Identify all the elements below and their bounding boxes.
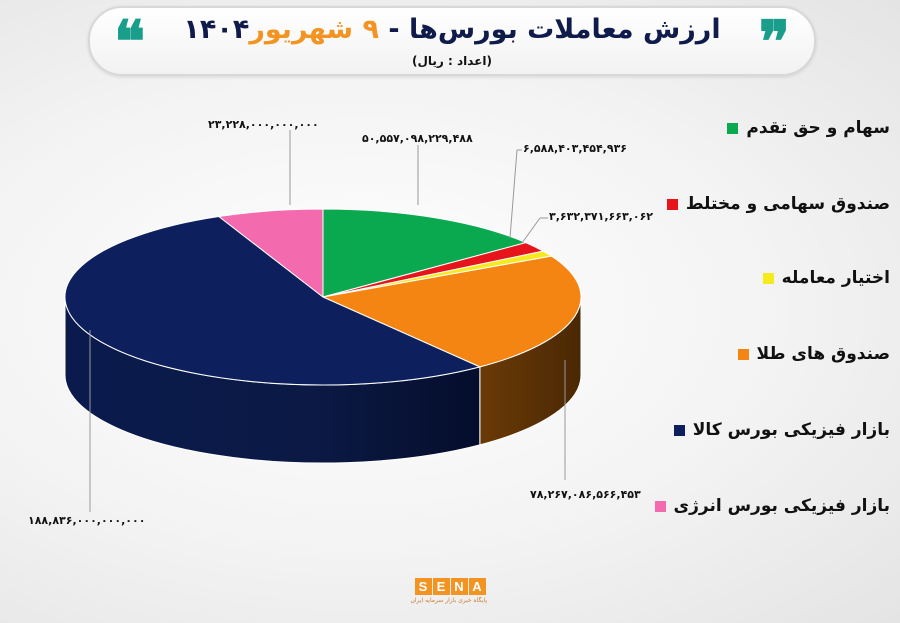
- data-label-options: ۳,۶۳۲,۳۷۱,۶۶۳,۰۶۲: [549, 210, 653, 223]
- legend-swatch-green-icon: [727, 122, 739, 134]
- data-label-equity-funds: ۶,۵۸۸,۴۰۳,۴۵۴,۹۳۶: [523, 142, 627, 155]
- legend-label: بازار فیزیکی بورس انرژی: [673, 496, 890, 516]
- sena-logo: S E N A پایگاه خبری بازار سرمایه ایران: [410, 578, 487, 604]
- pie-slice: [217, 208, 324, 299]
- data-label-commodity: ۱۸۸,۸۳۶,۰۰۰,۰۰۰,۰۰۰: [28, 514, 146, 527]
- legend-swatch-pink-icon: [654, 500, 666, 512]
- legend-label: سهام و حق تقدم: [746, 118, 890, 138]
- quote-open-icon: ❞: [758, 8, 790, 76]
- logo-letter: E: [432, 578, 450, 595]
- legend-label: صندوق های طلا: [756, 344, 890, 364]
- legend-swatch-orange-icon: [737, 348, 749, 360]
- quote-close-icon: ❝: [114, 8, 146, 76]
- legend-swatch-yellow-icon: [762, 272, 774, 284]
- legend-label: صندوق سهامی و مختلط: [685, 194, 890, 214]
- title-main: ارزش معاملات بورس‌ها -: [379, 14, 721, 45]
- pie-slice: [322, 208, 528, 298]
- data-label-gold-funds: ۷۸,۲۶۷,۰۸۶,۵۶۶,۴۵۳: [530, 488, 641, 501]
- data-label-stocks: ۵۰,۵۵۷,۰۹۸,۲۲۹,۴۸۸: [362, 132, 473, 145]
- legend-item-options: اختیار معامله: [762, 268, 890, 288]
- logo-letter: S: [414, 578, 432, 595]
- leader-lines: [89, 130, 566, 512]
- title-year: ۱۴۰۴: [183, 14, 250, 45]
- legend-item-equity-funds: صندوق سهامی و مختلط: [666, 194, 890, 214]
- legend-item-stocks: سهام و حق تقدم: [727, 118, 890, 138]
- logo-letter: A: [468, 578, 486, 595]
- data-label-energy: ۲۳,۲۲۸,۰۰۰,۰۰۰,۰۰۰: [208, 118, 319, 131]
- legend-item-gold-funds: صندوق های طلا: [737, 344, 890, 364]
- legend-swatch-red-icon: [666, 198, 678, 210]
- legend-swatch-navy-icon: [673, 424, 685, 436]
- legend-item-commodity: بازار فیزیکی بورس کالا: [673, 420, 890, 440]
- chart-title: ارزش معاملات بورس‌ها - ۹ شهریور۱۴۰۴: [90, 14, 814, 45]
- legend-item-energy: بازار فیزیکی بورس انرژی: [654, 496, 890, 516]
- logo-tagline: پایگاه خبری بازار سرمایه ایران: [410, 597, 487, 604]
- pie-slice: [64, 215, 482, 386]
- title-date: ۹ شهریور: [249, 14, 379, 45]
- title-banner: ❞ ❝ ارزش معاملات بورس‌ها - ۹ شهریور۱۴۰۴ …: [88, 6, 816, 76]
- legend-label: بازار فیزیکی بورس کالا: [692, 420, 890, 440]
- chart-subtitle: (اعداد : ریال): [412, 54, 492, 68]
- pie-slice: [321, 255, 582, 368]
- logo-letter: N: [450, 578, 468, 595]
- legend-label: اختیار معامله: [781, 268, 890, 288]
